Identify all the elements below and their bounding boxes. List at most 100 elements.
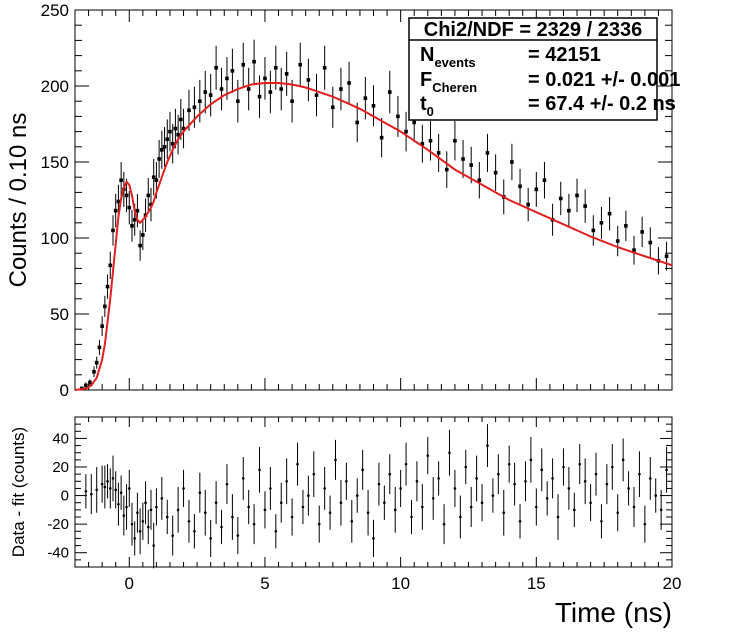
residual-point xyxy=(339,501,343,505)
residual-point xyxy=(437,477,440,480)
residual-point xyxy=(279,501,283,505)
data-point xyxy=(151,175,156,179)
data-point xyxy=(371,103,376,108)
data-point xyxy=(396,114,400,119)
data-point xyxy=(363,96,368,100)
res-y-tick-label: -40 xyxy=(47,545,69,562)
residual-point xyxy=(84,489,88,493)
data-point xyxy=(230,69,235,73)
residual-point xyxy=(410,515,413,519)
data-point xyxy=(567,208,571,213)
data-point xyxy=(510,160,514,164)
residual-point xyxy=(366,511,370,515)
residual-point xyxy=(383,501,386,505)
data-point xyxy=(198,99,202,103)
residual-point xyxy=(431,497,435,500)
data-point xyxy=(485,151,490,155)
residual-point xyxy=(535,505,538,509)
residual-point xyxy=(616,511,620,515)
residual-point xyxy=(545,497,549,500)
data-point xyxy=(203,90,208,94)
residual-point xyxy=(323,487,326,490)
residual-point xyxy=(182,487,185,490)
residual-point xyxy=(583,479,587,483)
stats-nevents-value: = 42151 xyxy=(528,44,601,66)
residual-point xyxy=(589,501,592,505)
data-point xyxy=(279,87,284,91)
residual-point xyxy=(247,505,250,509)
residual-point xyxy=(258,468,261,472)
residual-point xyxy=(562,465,565,469)
residual-point xyxy=(404,462,408,466)
residual-point xyxy=(605,482,609,486)
residual-point xyxy=(611,465,614,469)
data-point xyxy=(108,263,113,268)
residual-point xyxy=(241,477,245,480)
residual-point xyxy=(127,487,131,490)
residual-point xyxy=(453,487,457,490)
stats-fcheren-value: = 0.021 +/- 0.001 xyxy=(528,69,680,91)
data-point xyxy=(160,148,164,152)
data-point xyxy=(138,243,142,248)
residual-point xyxy=(225,482,229,486)
residual-point xyxy=(415,479,419,483)
residual-point xyxy=(513,482,516,486)
residual-point xyxy=(187,519,191,523)
x-tick-label: 15 xyxy=(527,574,546,593)
residual-point xyxy=(480,501,484,505)
residual-point xyxy=(138,529,142,533)
data-point xyxy=(339,87,343,91)
data-point xyxy=(284,72,289,76)
data-point xyxy=(664,254,669,259)
data-point xyxy=(444,167,449,172)
data-point xyxy=(558,196,563,201)
data-point xyxy=(379,135,384,140)
data-point xyxy=(84,383,88,388)
data-point xyxy=(355,120,360,125)
x-tick-label: 0 xyxy=(125,574,134,593)
residual-point xyxy=(665,468,668,472)
residual-point xyxy=(301,505,305,509)
residual-point xyxy=(290,515,294,519)
data-point xyxy=(219,87,224,91)
main-y-tick-label: 50 xyxy=(50,305,69,324)
data-point xyxy=(412,120,417,125)
residual-point xyxy=(350,519,354,523)
data-point xyxy=(314,93,319,97)
residual-point xyxy=(274,529,278,533)
residual-point xyxy=(502,511,506,515)
data-point xyxy=(181,126,186,131)
data-point xyxy=(187,108,191,113)
data-point xyxy=(420,141,425,146)
stats-chi2-label: Chi2/NDF = 2329 / 2336 xyxy=(424,19,642,41)
residual-axis-ticks: 0 5 10 15 20 -40 -20 0 20 40 xyxy=(47,417,681,593)
data-point xyxy=(124,193,129,198)
data-point xyxy=(322,65,327,70)
residual-point xyxy=(111,477,115,480)
data-point xyxy=(591,228,596,233)
residual-point xyxy=(659,508,663,512)
residual-point xyxy=(141,519,145,523)
data-point xyxy=(100,324,104,328)
stats-nevents-label: Nevents xyxy=(420,44,476,70)
main-y-tick-label: 200 xyxy=(41,77,69,96)
residual-point xyxy=(269,487,272,490)
residual-point xyxy=(296,462,299,466)
main-y-tick-label: 150 xyxy=(41,153,69,172)
data-point xyxy=(162,145,167,149)
data-point xyxy=(149,202,153,207)
residual-point xyxy=(108,487,112,490)
data-point xyxy=(534,187,539,192)
data-point xyxy=(176,132,180,137)
data-point xyxy=(575,193,579,198)
data-point xyxy=(252,59,256,64)
residual-point xyxy=(497,472,500,476)
residual-point xyxy=(236,534,240,537)
residual-data-points xyxy=(84,424,668,569)
x-tick-label: 10 xyxy=(391,574,410,593)
data-point xyxy=(518,184,522,189)
data-point xyxy=(173,126,178,131)
stats-t0-label: t0 xyxy=(420,93,434,119)
residual-point xyxy=(621,458,625,462)
